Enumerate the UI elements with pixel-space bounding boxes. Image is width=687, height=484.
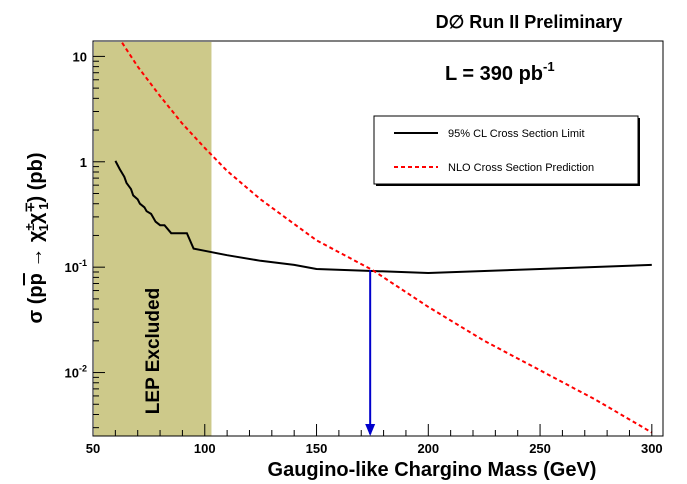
legend-label-prediction: NLO Cross Section Prediction [448, 162, 594, 174]
tick-layer: 50 100 150 200 250 300 10 1 10-1 10-2 [65, 49, 663, 456]
plot-frame [92, 40, 664, 437]
lep-excluded-label: LEP Excluded [143, 288, 164, 414]
x-tick-label: 250 [529, 441, 551, 456]
legend-shadow-side [638, 118, 640, 186]
x-axis-title: Gaugino-like Chargino Mass (GeV) [268, 459, 597, 481]
series-line-0 [114, 160, 652, 275]
header-title: D∅ Run II Preliminary [436, 12, 623, 32]
crossing-arrow [365, 270, 376, 436]
legend-box [373, 115, 639, 185]
series-line-1 [121, 42, 653, 434]
x-tick-label: 300 [641, 441, 663, 456]
y-tick-label: 10-1 [65, 258, 87, 275]
y-tick-label: 10 [73, 49, 87, 64]
luminosity-label: L = 390 pb-1 [445, 59, 555, 85]
pbar: p [25, 273, 47, 285]
legend-shadow [376, 184, 640, 186]
x-tick-label: 200 [417, 441, 439, 456]
y-tick-label: 10-2 [65, 364, 87, 381]
y-axis-title-text: σ (pp → χ±1χ∓1) (pb) [22, 153, 51, 324]
x-tick-label: 50 [86, 441, 100, 456]
lep-excluded-region [94, 42, 212, 436]
x-tick-label: 150 [306, 441, 328, 456]
series-layer [114, 42, 653, 434]
y-axis-title: σ (pp → χ±1χ∓1) (pb) [22, 153, 51, 324]
arrow-head [365, 424, 376, 436]
legend: 95% CL Cross Section Limit NLO Cross Sec… [373, 115, 640, 186]
y-tick-label: 1 [80, 155, 87, 170]
x-tick-label: 100 [194, 441, 216, 456]
legend-label-limit: 95% CL Cross Section Limit [448, 128, 585, 140]
